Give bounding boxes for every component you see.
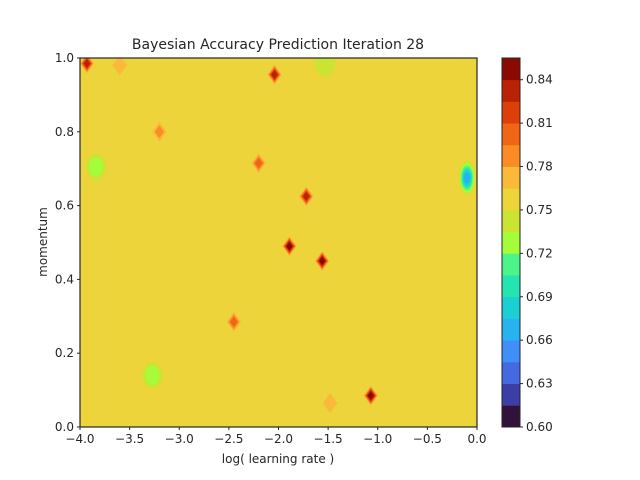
colorbar-band-5 <box>502 296 520 319</box>
x-tick-label: −2.0 <box>264 432 293 446</box>
colorbar-band-11 <box>502 166 520 189</box>
colorbar-band-1 <box>502 383 520 406</box>
coldspot-2 <box>142 362 163 389</box>
x-tick-label: −3.0 <box>165 432 194 446</box>
coldspot-1 <box>85 153 106 180</box>
colorbar-band-0 <box>502 405 520 428</box>
hotspot-6-level-5 <box>286 242 293 251</box>
colorbar-band-4 <box>502 318 520 341</box>
colorbar-tick-label: 0.78 <box>526 160 553 174</box>
hotspot-3 <box>267 64 282 85</box>
colorbar-band-3 <box>502 340 520 363</box>
hotspot-7 <box>314 250 330 271</box>
colorbar-band-14 <box>502 101 520 124</box>
x-tick-label: −2.5 <box>214 432 243 446</box>
hotspot-8 <box>226 311 242 332</box>
hotspot-2 <box>152 121 167 142</box>
y-tick-label: 0.0 <box>55 420 74 434</box>
hotspot-10 <box>322 393 338 414</box>
colorbar-tick-label: 0.60 <box>526 420 553 434</box>
hotspot-0-level-4 <box>83 59 91 68</box>
colorbar-frame <box>501 57 521 428</box>
plot-area <box>79 57 478 428</box>
colorbar-band-8 <box>502 231 520 254</box>
coldspot-2-level-1 <box>145 365 160 385</box>
hotspot-2-level-1 <box>154 125 165 139</box>
colorbar-band-6 <box>502 275 520 298</box>
colorbar-tick-label: 0.75 <box>526 203 553 217</box>
y-tick-label: 0.6 <box>55 199 74 213</box>
hotspot-3-level-4 <box>271 70 278 80</box>
hotspot-6 <box>282 236 297 257</box>
coldspot-0 <box>315 58 336 77</box>
colorbar-band-12 <box>502 144 520 167</box>
coldspot-0-level-0 <box>315 58 336 77</box>
y-tick-label: 1.0 <box>55 51 74 65</box>
colorbar-ticks: 0.60 0.63 0.66 0.69 0.72 0.75 0.78 0.81 0.84 <box>520 73 553 434</box>
hotspot-4 <box>251 153 266 174</box>
colorbar-band-10 <box>502 188 520 211</box>
y-tick-label: 0.2 <box>55 346 74 360</box>
hotspot-4-level-2 <box>254 157 263 169</box>
y-tick-label: 0.4 <box>55 272 74 286</box>
hotspot-9 <box>363 385 379 406</box>
colorbar-tick-label: 0.69 <box>526 290 553 304</box>
hotspot-5 <box>299 186 314 207</box>
hotspot-7-level-5 <box>319 256 326 266</box>
colorbar-tick-label: 0.66 <box>526 333 553 347</box>
x-tick-label: −3.5 <box>115 432 144 446</box>
hotspot-1 <box>112 58 127 76</box>
x-tick-label: −1.5 <box>314 432 343 446</box>
x-tick-label: −4.0 <box>65 432 94 446</box>
colorbar-tick-label: 0.72 <box>526 246 553 260</box>
hotspot-0 <box>80 58 95 74</box>
coldspot-3-level-5 <box>464 172 471 184</box>
hotspot-8-level-2 <box>229 316 238 328</box>
colorbar-band-2 <box>502 361 520 384</box>
colorbar-band-16 <box>502 58 520 81</box>
x-tick-label: −0.5 <box>413 432 442 446</box>
colorbar-tick-label: 0.81 <box>526 116 553 130</box>
colorbar-tick-label: 0.63 <box>526 377 553 391</box>
hotspot-9-level-5 <box>367 391 374 400</box>
coldspot-3 <box>459 160 476 195</box>
colorbar-band-15 <box>502 79 520 102</box>
coldspot-1-level-1 <box>88 157 103 177</box>
x-tick-label: −1.0 <box>363 432 392 446</box>
x-axis: −4.0 −3.5 −3.0 −2.5 −2.0 −1.5 −1.0 −0.5 0.0 <box>65 427 487 446</box>
colorbar-band-9 <box>502 209 520 233</box>
y-tick-label: 0.8 <box>55 125 74 139</box>
colorbar-tick-label: 0.84 <box>526 73 553 87</box>
colorbar <box>501 57 521 428</box>
hotspot-5-level-4 <box>303 191 310 201</box>
colorbar-band-7 <box>502 253 520 276</box>
plot-background <box>80 58 477 427</box>
y-axis-label: momentum <box>36 207 50 277</box>
hotspot-10-level-0 <box>322 393 338 414</box>
x-axis-label: log( learning rate ) <box>222 452 334 466</box>
colorbar-band-13 <box>502 123 520 146</box>
chart-title: Bayesian Accuracy Prediction Iteration 2… <box>132 37 424 53</box>
y-axis: 0.0 0.2 0.4 0.6 0.8 1.0 <box>55 51 80 434</box>
x-tick-label: 0.0 <box>467 432 486 446</box>
hotspot-1-level-0 <box>112 58 127 76</box>
